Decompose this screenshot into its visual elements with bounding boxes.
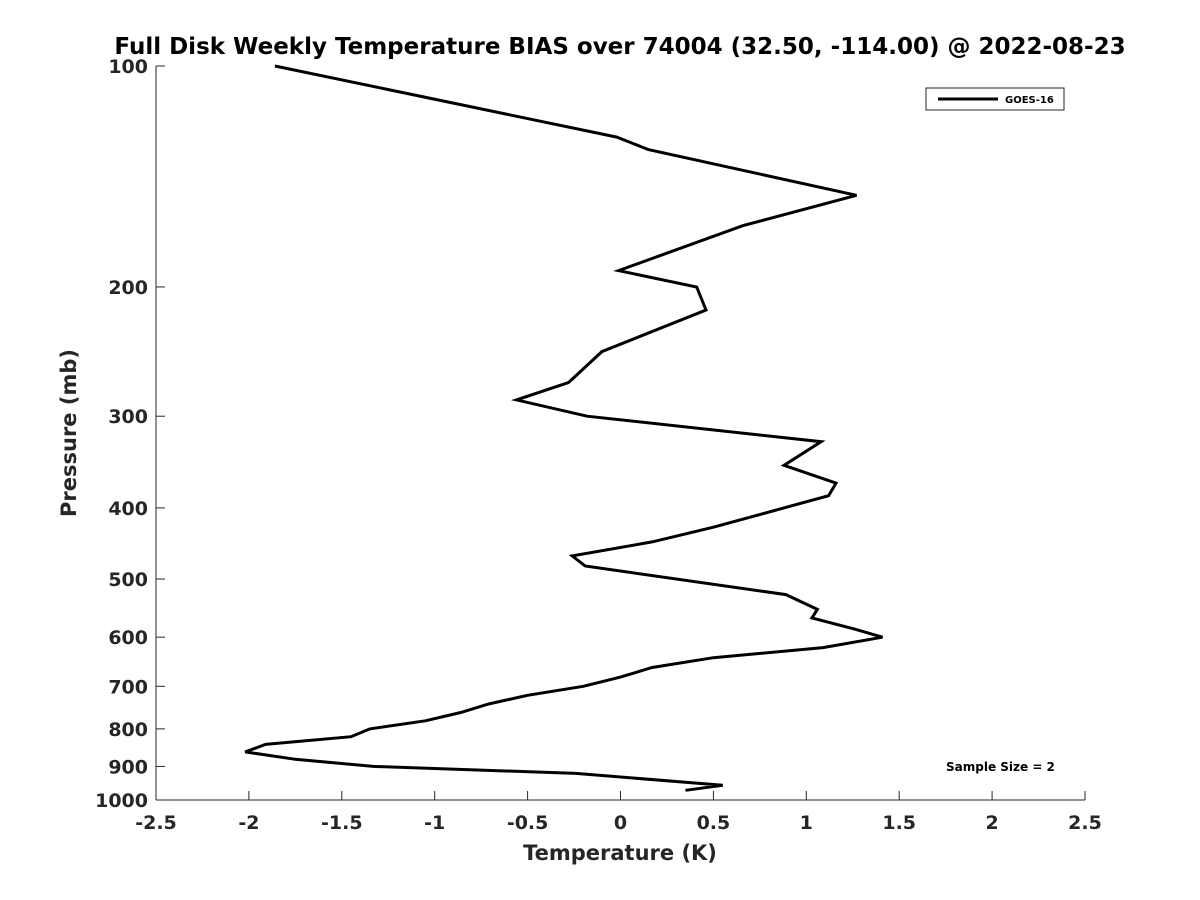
sample-size-annotation: Sample Size = 2 bbox=[946, 760, 1055, 774]
y-tick-label: 900 bbox=[108, 756, 148, 778]
x-tick-label: 2 bbox=[985, 812, 998, 834]
series-line-goes-16 bbox=[244, 64, 883, 792]
legend-label-goes-16: GOES-16 bbox=[1005, 95, 1054, 106]
y-tick-label: 300 bbox=[108, 406, 148, 428]
y-tick-label: 500 bbox=[108, 569, 148, 591]
x-tick-label: -2.5 bbox=[135, 812, 177, 834]
y-tick-label: 1000 bbox=[95, 790, 148, 812]
x-tick-label: -0.5 bbox=[507, 812, 549, 834]
x-axis-label: Temperature (K) bbox=[523, 841, 717, 865]
x-axis-ticks: -2.5 -2 -1.5 -1 -0.5 0 0.5 1 1.5 2 2.5 bbox=[135, 791, 1102, 834]
x-tick-label: 0.5 bbox=[697, 812, 731, 834]
plot-axes bbox=[155, 66, 1085, 801]
series-layer bbox=[244, 64, 883, 792]
x-tick-label: -2 bbox=[238, 812, 259, 834]
y-tick-label: 100 bbox=[108, 56, 148, 78]
x-tick-label: 1 bbox=[800, 812, 813, 834]
y-tick-label: 200 bbox=[108, 277, 148, 299]
x-tick-label: 0 bbox=[614, 812, 627, 834]
x-tick-label: 1.5 bbox=[882, 812, 916, 834]
x-tick-label: -1.5 bbox=[321, 812, 363, 834]
legend: GOES-16 bbox=[925, 87, 1065, 111]
y-axis-ticks: 100 200 300 400 500 600 700 800 900 1000 bbox=[95, 56, 165, 812]
y-axis-label: Pressure (mb) bbox=[57, 349, 81, 517]
y-tick-label: 600 bbox=[108, 627, 148, 649]
chart-title: Full Disk Weekly Temperature BIAS over 7… bbox=[114, 34, 1125, 60]
y-tick-label: 700 bbox=[108, 676, 148, 698]
x-tick-label: 2.5 bbox=[1068, 812, 1102, 834]
x-tick-label: -1 bbox=[424, 812, 445, 834]
y-tick-label: 800 bbox=[108, 719, 148, 741]
y-tick-label: 400 bbox=[108, 498, 148, 520]
